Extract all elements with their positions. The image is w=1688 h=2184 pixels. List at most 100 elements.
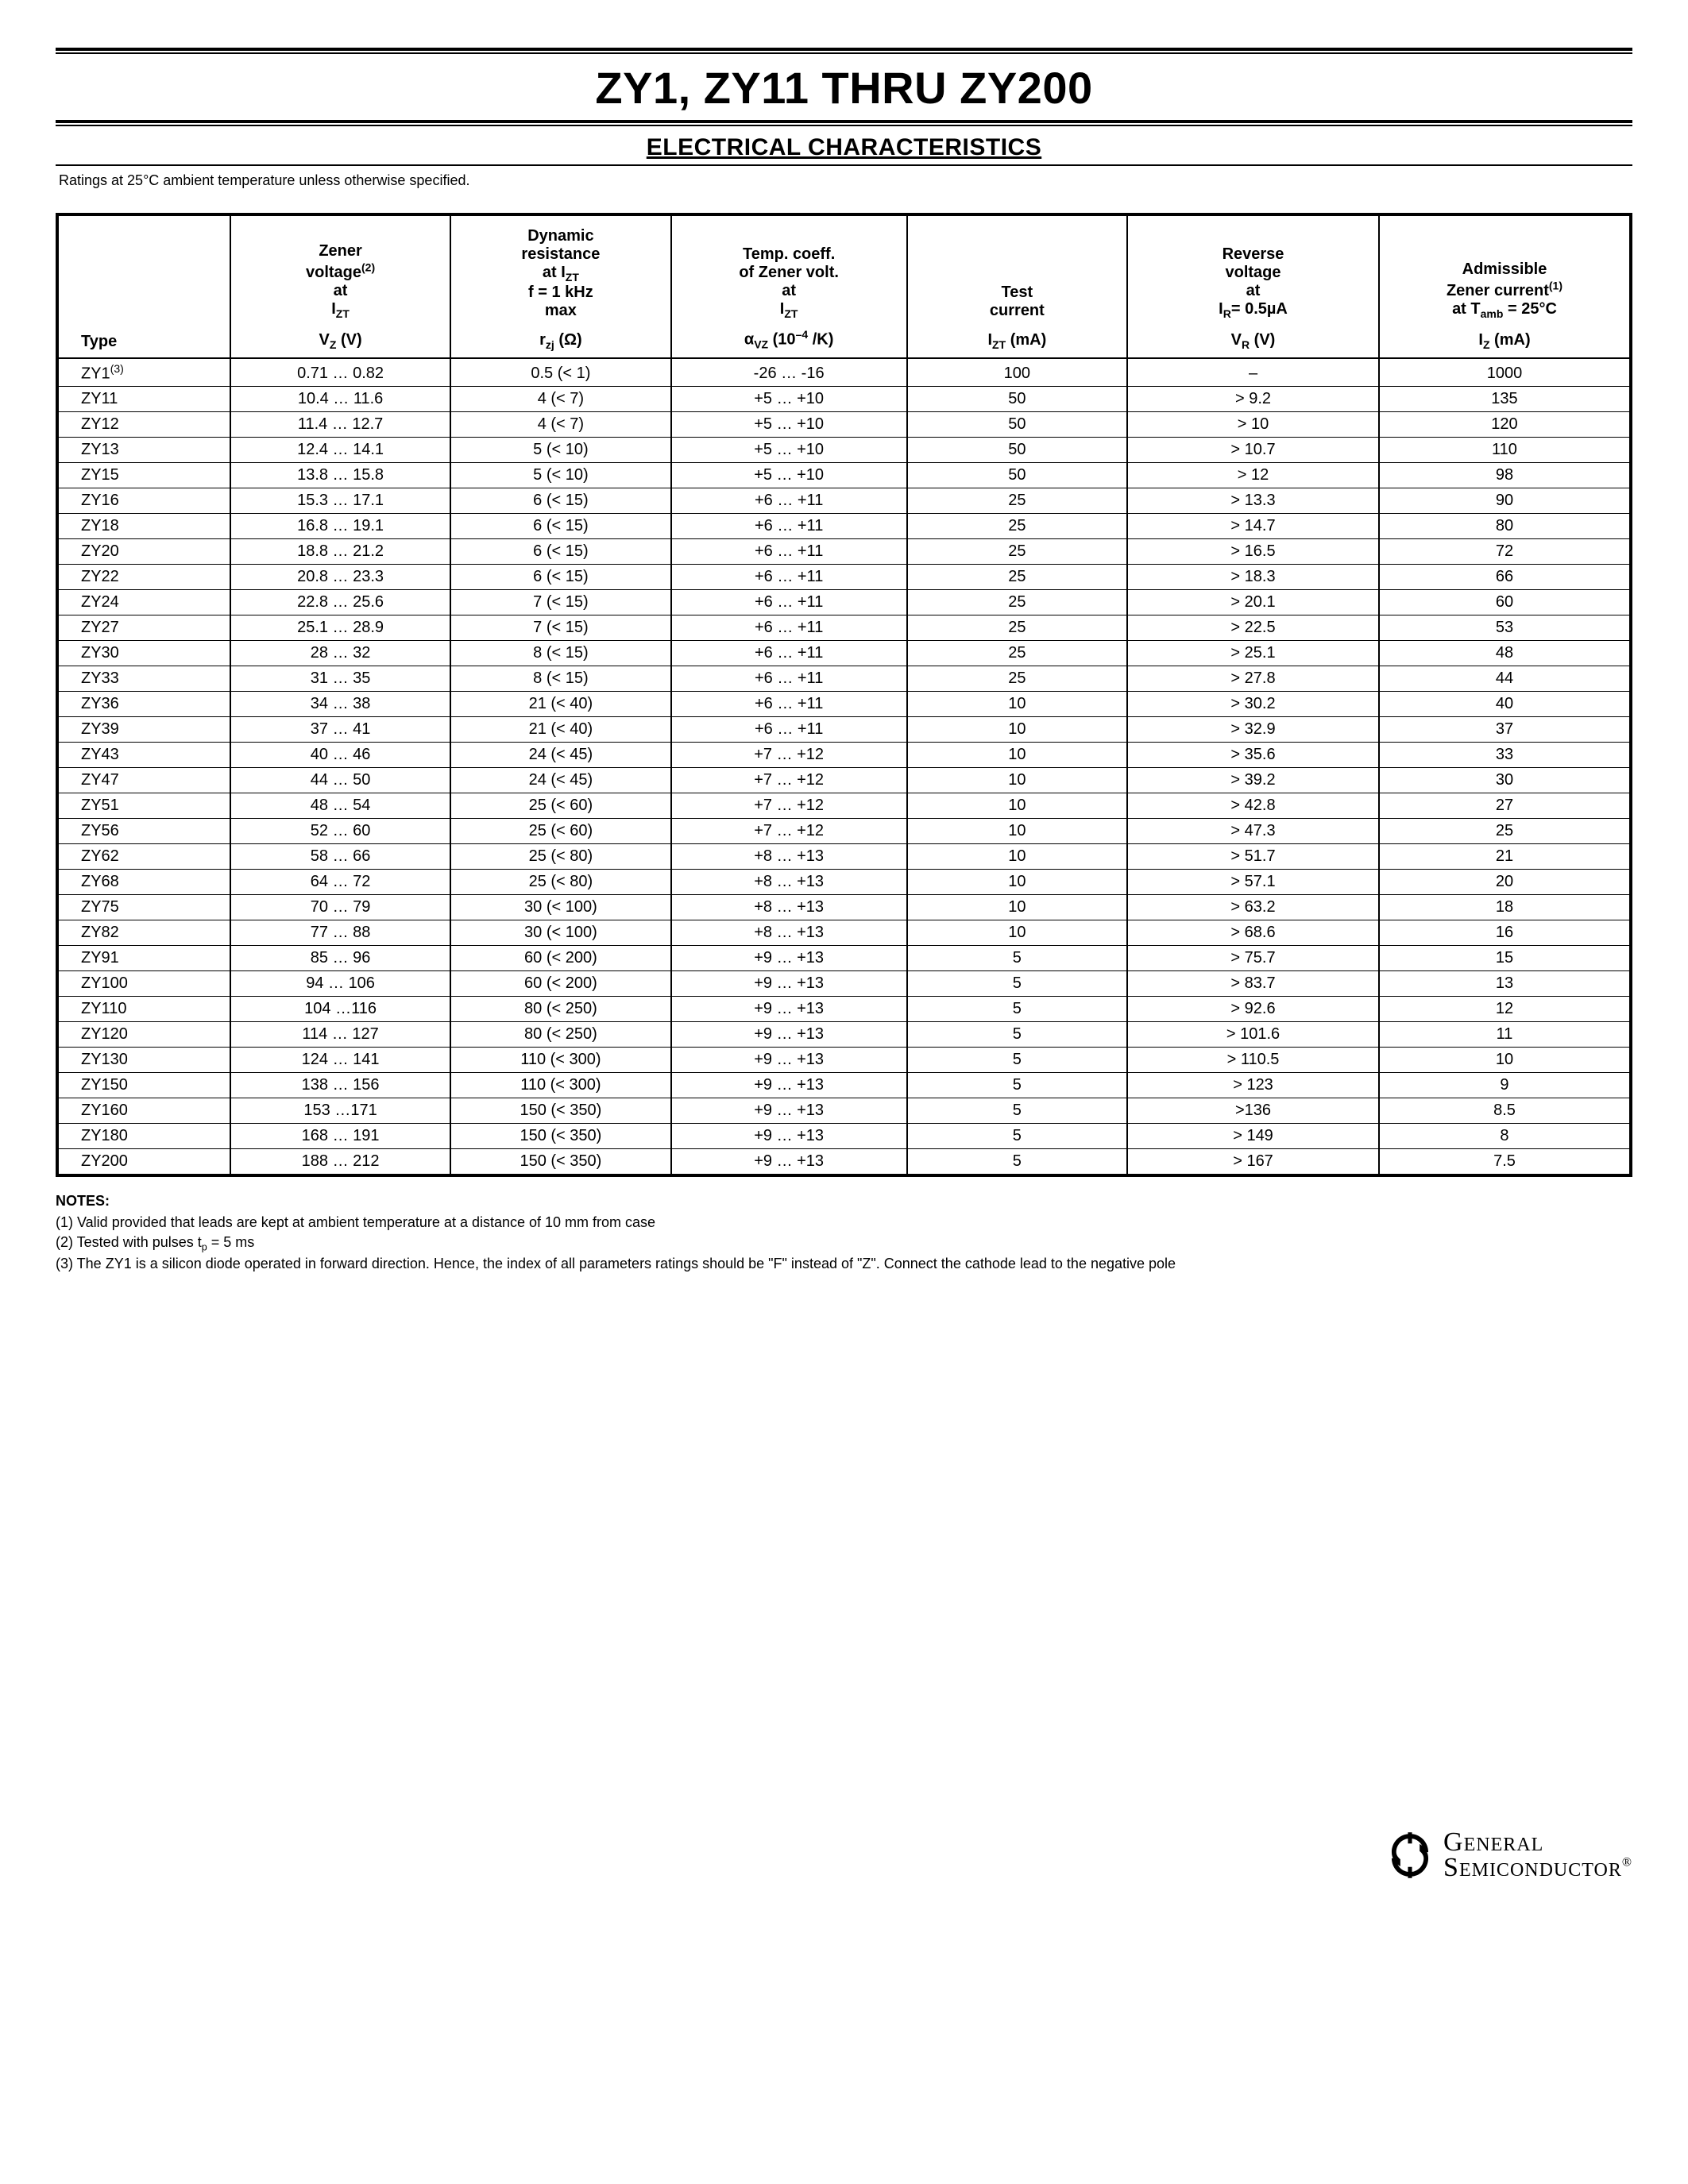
cell: > 149	[1127, 1124, 1379, 1149]
page-title: ZY1, ZY11 THRU ZY200	[56, 62, 1632, 114]
cell: 50	[907, 387, 1127, 412]
cell: 94 … 106	[230, 971, 450, 997]
table-row: ZY10094 … 10660 (< 200)+9 … +135> 83.713	[57, 971, 1631, 997]
cell: 104 …116	[230, 997, 450, 1022]
cell-type: ZY130	[57, 1048, 230, 1073]
cell: 64 … 72	[230, 870, 450, 895]
brand-logo: General Semiconductor®	[1385, 1830, 1632, 1881]
cell: 80	[1379, 514, 1631, 539]
cell: > 35.6	[1127, 743, 1379, 768]
cell-type: ZY100	[57, 971, 230, 997]
cell: > 63.2	[1127, 895, 1379, 920]
cell: > 25.1	[1127, 641, 1379, 666]
col-unit-5: VR (V)	[1127, 325, 1379, 358]
cell: 25	[907, 488, 1127, 514]
col-desc-6: AdmissibleZener current(1)at Tamb = 25°C	[1379, 214, 1631, 325]
cell: 77 … 88	[230, 920, 450, 946]
col-desc-3: Temp. coeff.of Zener volt.atIZT	[671, 214, 907, 325]
cell: 18.8 … 21.2	[230, 539, 450, 565]
cell: 6 (< 15)	[450, 539, 670, 565]
cell: +7 … +12	[671, 793, 907, 819]
table-row: ZY120114 … 12780 (< 250)+9 … +135> 101.6…	[57, 1022, 1631, 1048]
cell-type: ZY30	[57, 641, 230, 666]
cell: 20	[1379, 870, 1631, 895]
cell: 60 (< 200)	[450, 971, 670, 997]
cell: 48	[1379, 641, 1631, 666]
cell: 150 (< 350)	[450, 1149, 670, 1176]
cell: +5 … +10	[671, 463, 907, 488]
cell: > 13.3	[1127, 488, 1379, 514]
cell-type: ZY51	[57, 793, 230, 819]
cell: 90	[1379, 488, 1631, 514]
cell: 4 (< 7)	[450, 387, 670, 412]
table-row: ZY6864 … 7225 (< 80)+8 … +1310> 57.120	[57, 870, 1631, 895]
cell: 25	[907, 615, 1127, 641]
cell-type: ZY43	[57, 743, 230, 768]
cell: +9 … +13	[671, 1149, 907, 1176]
brand-line1: General	[1443, 1830, 1632, 1855]
cell-type: ZY27	[57, 615, 230, 641]
cell: >136	[1127, 1098, 1379, 1124]
cell: 10.4 … 11.6	[230, 387, 450, 412]
rule-section	[56, 164, 1632, 166]
cell: 10	[1379, 1048, 1631, 1073]
cell: 25 (< 80)	[450, 870, 670, 895]
brand-line2: Semiconductor®	[1443, 1855, 1632, 1881]
cell: > 167	[1127, 1149, 1379, 1176]
cell-type: ZY39	[57, 717, 230, 743]
cell: > 47.3	[1127, 819, 1379, 844]
table-row: ZY3634 … 3821 (< 40)+6 … +1110> 30.240	[57, 692, 1631, 717]
cell: 37 … 41	[230, 717, 450, 743]
cell: 70 … 79	[230, 895, 450, 920]
cell: > 27.8	[1127, 666, 1379, 692]
table-body: ZY1(3)0.71 … 0.820.5 (< 1)-26 … -16100–1…	[57, 358, 1631, 1176]
col-desc-4: Testcurrent	[907, 214, 1127, 325]
cell-type: ZY150	[57, 1073, 230, 1098]
table-row: ZY150138 … 156110 (< 300)+9 … +135> 1239	[57, 1073, 1631, 1098]
cell: +6 … +11	[671, 717, 907, 743]
cell: > 12	[1127, 463, 1379, 488]
cell: 20.8 … 23.3	[230, 565, 450, 590]
cell: 5	[907, 1149, 1127, 1176]
cell: > 16.5	[1127, 539, 1379, 565]
col-unit-0: Type	[57, 325, 230, 358]
cell: 5	[907, 1073, 1127, 1098]
cell: > 57.1	[1127, 870, 1379, 895]
cell: 80 (< 250)	[450, 1022, 670, 1048]
table-row: ZY110104 …11680 (< 250)+9 … +135> 92.612	[57, 997, 1631, 1022]
cell: > 39.2	[1127, 768, 1379, 793]
cell: 50	[907, 412, 1127, 438]
table-row: ZY1513.8 … 15.85 (< 10)+5 … +1050> 1298	[57, 463, 1631, 488]
cell: 7.5	[1379, 1149, 1631, 1176]
cell: 5	[907, 1098, 1127, 1124]
table-row: ZY7570 … 7930 (< 100)+8 … +1310> 63.218	[57, 895, 1631, 920]
cell: 8	[1379, 1124, 1631, 1149]
cell: 5	[907, 997, 1127, 1022]
cell-type: ZY16	[57, 488, 230, 514]
rule-title-thin	[56, 125, 1632, 126]
cell: 60	[1379, 590, 1631, 615]
table-row: ZY160153 …171150 (< 350)+9 … +135>1368.5	[57, 1098, 1631, 1124]
cell: 60 (< 200)	[450, 946, 670, 971]
col-unit-3: αVZ (10–4 /K)	[671, 325, 907, 358]
cell: 25 (< 80)	[450, 844, 670, 870]
cell: 16.8 … 19.1	[230, 514, 450, 539]
cell-type: ZY13	[57, 438, 230, 463]
col-desc-5: ReversevoltageatIR= 0.5µA	[1127, 214, 1379, 325]
cell: 5	[907, 1124, 1127, 1149]
cell: 1000	[1379, 358, 1631, 387]
cell: +8 … +13	[671, 920, 907, 946]
cell: 44	[1379, 666, 1631, 692]
cell: 27	[1379, 793, 1631, 819]
cell: +6 … +11	[671, 488, 907, 514]
cell: > 32.9	[1127, 717, 1379, 743]
cell: +6 … +11	[671, 514, 907, 539]
table-row: ZY5148 … 5425 (< 60)+7 … +1210> 42.827	[57, 793, 1631, 819]
cell: 6 (< 15)	[450, 488, 670, 514]
table-row: ZY2018.8 … 21.26 (< 15)+6 … +1125> 16.57…	[57, 539, 1631, 565]
cell: 6 (< 15)	[450, 514, 670, 539]
table-row: ZY1(3)0.71 … 0.820.5 (< 1)-26 … -16100–1…	[57, 358, 1631, 387]
cell: 8 (< 15)	[450, 666, 670, 692]
cell-type: ZY180	[57, 1124, 230, 1149]
cell: 110 (< 300)	[450, 1048, 670, 1073]
